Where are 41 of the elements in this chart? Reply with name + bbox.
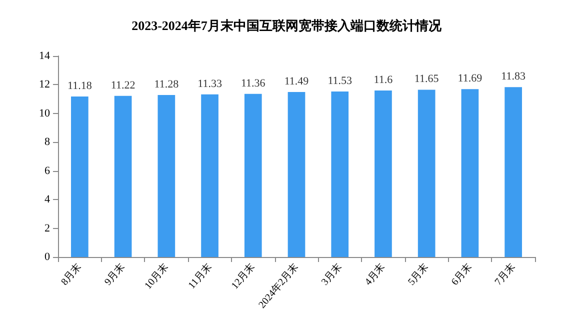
y-tick-label: 0 [44, 251, 50, 263]
bar [418, 90, 436, 257]
data-label: 11.33 [198, 78, 222, 90]
bar [158, 95, 176, 257]
y-tick-label: 10 [39, 107, 50, 120]
x-tick-label: 3月末 [318, 260, 344, 288]
x-tick-label: 8月末 [58, 260, 84, 288]
y-tick-label: 6 [44, 164, 50, 177]
bar [504, 87, 522, 257]
y-tick-label: 8 [44, 136, 50, 148]
x-tick-label: 12月末 [228, 260, 258, 292]
bar [461, 89, 479, 257]
data-label: 11.18 [68, 80, 92, 92]
data-label: 11.36 [240, 77, 266, 90]
data-label: 11.28 [154, 78, 180, 91]
x-tick-label: 7月末 [492, 260, 518, 288]
bar [71, 96, 88, 257]
y-tick-label: 2 [44, 222, 50, 234]
data-label: 11.49 [284, 76, 310, 88]
y-tick-label: 4 [44, 194, 50, 206]
bar [288, 92, 306, 257]
x-tick-label: 4月末 [362, 260, 388, 288]
data-label: 11.22 [110, 79, 136, 92]
x-tick-label: 5月末 [406, 260, 431, 288]
x-tick-label: 6月末 [448, 260, 474, 288]
data-label: 11.65 [414, 73, 440, 86]
bar [114, 96, 132, 257]
y-tick-label: 14 [39, 50, 50, 62]
chart-title: 2023-2024年7月末中国互联网宽带接入端口数统计情况 [132, 18, 442, 33]
data-label: 11.53 [328, 74, 353, 87]
data-label: 11.83 [501, 70, 526, 83]
x-tick-label: 11月末 [186, 260, 214, 292]
data-label: 11.6 [374, 74, 394, 86]
bar [201, 94, 218, 257]
x-tick-label: 10月末 [142, 260, 171, 292]
y-tick-label: 12 [39, 78, 50, 91]
data-label: 11.69 [458, 72, 483, 85]
x-tick-label: 9月末 [102, 260, 128, 288]
bar [374, 90, 392, 257]
bar [331, 91, 349, 257]
bar [244, 94, 262, 257]
